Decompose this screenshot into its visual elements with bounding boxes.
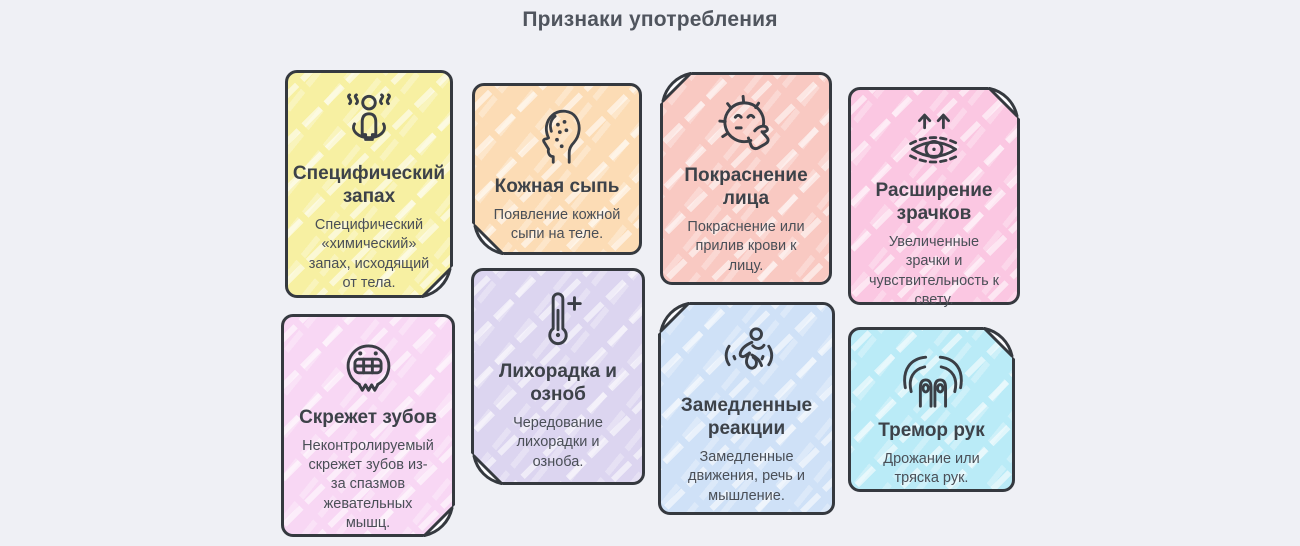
card-description: Замедленные движения, речь и мышление.	[688, 449, 805, 504]
card-description: Увеличенные зрачки и чувствительность к …	[869, 234, 1000, 308]
card-title: Покраснение лица	[684, 165, 808, 210]
folded-corner-icon	[658, 302, 690, 334]
grinding-teeth-icon	[333, 335, 403, 397]
card-face-redness: Покраснение лица Покраснение или прилив …	[660, 72, 832, 285]
folded-corner-icon	[423, 505, 455, 537]
card-skin-rash: Кожная сыпь Появление кожной сыпи на тел…	[472, 83, 642, 255]
card-fever-chills: Лихорадка и озноб Чередование лихорадки …	[471, 268, 645, 485]
folded-corner-icon	[421, 266, 453, 298]
card-pupil-dilation: Расширение зрачков Увеличенные зрачки и …	[848, 87, 1020, 308]
card-title: Специфический запах	[292, 163, 446, 208]
slow-runner-icon	[712, 323, 782, 385]
card-description: Дрожание или тряска рук.	[883, 451, 980, 487]
dilated-pupils-icon	[899, 108, 969, 170]
card-description: Чередование лихорадки и озноба.	[513, 415, 603, 470]
card-teeth-grinding: Скрежет зубов Неконтролируемый скрежет з…	[281, 314, 455, 537]
flushed-face-icon	[711, 93, 781, 155]
card-hand-tremor: Тремор рук Дрожание или тряска рук.	[848, 327, 1015, 492]
card-description: Покраснение или прилив крови к лицу.	[687, 219, 805, 274]
card-title: Скрежет зубов	[299, 407, 437, 428]
folded-corner-icon	[472, 223, 504, 255]
card-description: Появление кожной сыпи на теле.	[493, 207, 621, 243]
card-title: Лихорадка и озноб	[499, 361, 617, 406]
card-title: Кожная сыпь	[494, 176, 620, 197]
page-title: Признаки употребления	[522, 8, 778, 31]
card-specific-odor: Специфический запах Специфический «химич…	[285, 70, 453, 298]
head-rash-icon	[522, 104, 592, 166]
folded-corner-icon	[471, 453, 503, 485]
card-title: Тремор рук	[878, 420, 985, 441]
odor-person-icon	[334, 91, 404, 153]
card-description: Специфический «химический» запах, исходя…	[308, 217, 430, 291]
card-title: Замедленные реакции	[680, 395, 813, 440]
folded-corner-icon	[660, 72, 692, 104]
card-description: Неконтролируемый скрежет зубов из-за спа…	[302, 438, 434, 531]
folded-corner-icon	[983, 327, 1015, 359]
hand-tremor-icon	[897, 348, 967, 410]
folded-corner-icon	[988, 87, 1020, 119]
card-title: Расширение зрачков	[875, 180, 993, 225]
card-slowed-reactions: Замедленные реакции Замедленные движения…	[658, 302, 835, 515]
thermometer-plus-icon	[523, 289, 593, 351]
